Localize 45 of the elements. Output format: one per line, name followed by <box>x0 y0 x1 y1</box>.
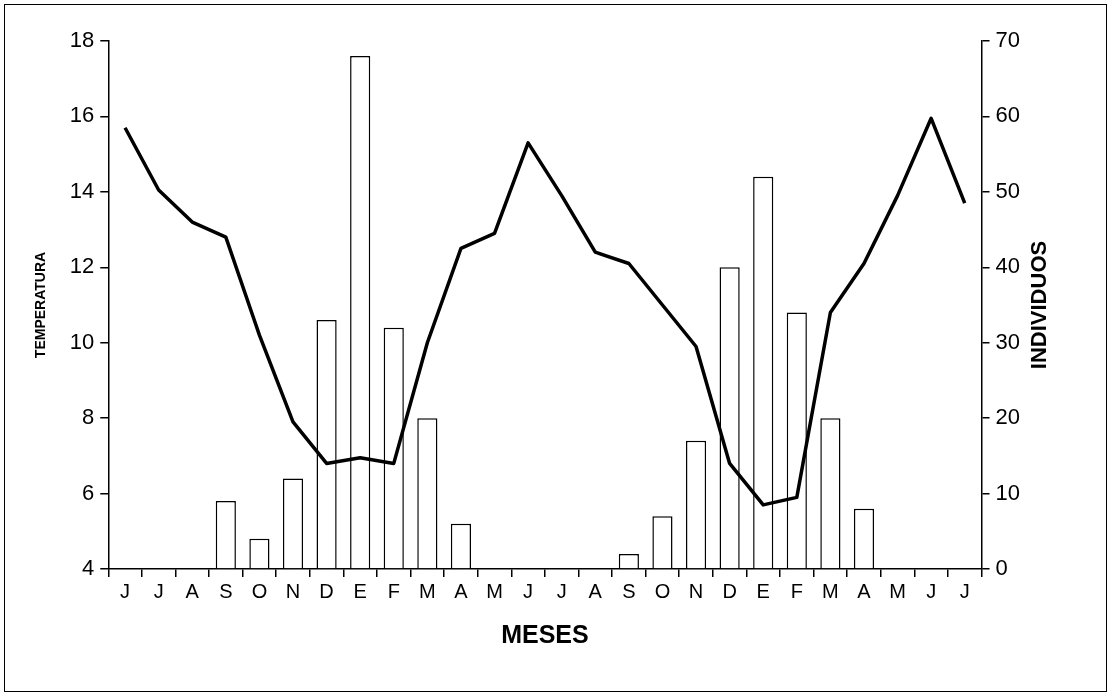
x-tick-label: A <box>185 579 200 602</box>
x-tick-label: N <box>688 579 704 602</box>
x-tick-label: F <box>387 579 400 602</box>
y2-tick-label: 50 <box>995 177 1021 203</box>
y-axis-title: TEMPERATURA <box>32 251 49 359</box>
x-tick-label: S <box>219 579 233 602</box>
y-tick-label: 16 <box>69 102 95 128</box>
y2-tick-label: 30 <box>995 328 1021 354</box>
y2-tick-label: 40 <box>995 253 1021 279</box>
x-tick-label: N <box>285 579 301 602</box>
x-tick-label: M <box>889 579 906 602</box>
x-tick-label: O <box>251 579 268 602</box>
y-tick-label: 12 <box>69 253 95 279</box>
y-tick-label: 8 <box>82 404 95 430</box>
x-tick-label: S <box>622 579 636 602</box>
y2-tick-label: 70 <box>995 27 1021 53</box>
x-tick-label: D <box>319 579 334 602</box>
y-tick-label: 18 <box>69 27 95 53</box>
y-tick-label: 10 <box>69 328 95 354</box>
x-tick-label: A <box>454 579 469 602</box>
y2-tick-label: 0 <box>995 555 1008 581</box>
x-tick-label: M <box>486 579 503 602</box>
x-tick-label: J <box>926 579 937 602</box>
y-tick-label: 4 <box>82 555 95 581</box>
x-tick-label: A <box>857 579 872 602</box>
x-tick-label: M <box>419 579 436 602</box>
y2-axis-title: INDIVIDUOS <box>1026 240 1052 370</box>
x-tick-label: M <box>822 579 839 602</box>
x-tick-label: J <box>959 579 970 602</box>
x-tick-label: J <box>523 579 534 602</box>
x-axis-title: MESES <box>501 619 589 648</box>
x-tick-label: E <box>756 579 770 602</box>
y-tick-label: 14 <box>69 177 95 203</box>
y2-tick-label: 10 <box>995 479 1021 505</box>
y-tick-label: 6 <box>82 479 95 505</box>
x-tick-label: F <box>790 579 803 602</box>
x-tick-label: O <box>654 579 671 602</box>
x-tick-label: J <box>556 579 567 602</box>
x-tick-label: J <box>120 579 131 602</box>
x-tick-label: J <box>153 579 164 602</box>
x-tick-label: D <box>722 579 737 602</box>
x-tick-label: A <box>588 579 603 602</box>
y2-tick-label: 20 <box>995 404 1021 430</box>
y2-tick-label: 60 <box>995 102 1021 128</box>
x-tick-label: E <box>353 579 367 602</box>
